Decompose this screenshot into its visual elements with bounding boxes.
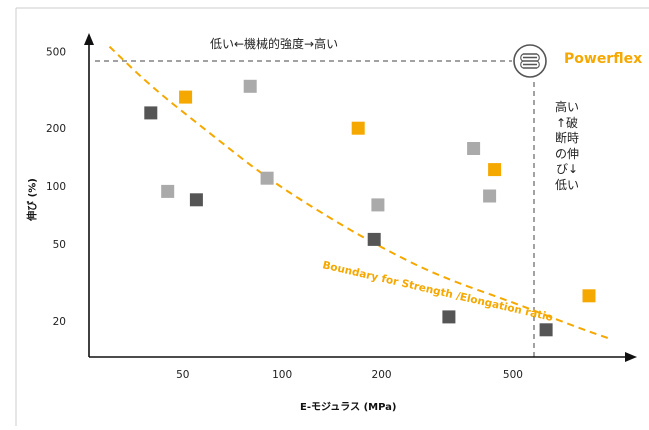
data-point	[351, 121, 365, 135]
data-point	[539, 323, 553, 337]
tick-labels: 50 100 200 500 20 50 100 200 500	[46, 46, 523, 381]
strength-annotation: 低い←機械的強度→高い	[210, 37, 339, 51]
x-tick-label: 50	[176, 369, 189, 381]
data-point	[467, 142, 481, 155]
data-point	[243, 79, 257, 93]
data-point	[189, 193, 203, 207]
y-axis-arrow	[84, 33, 94, 45]
x-axis-arrow	[625, 352, 637, 362]
y-tick-label: 200	[46, 123, 66, 135]
y-tick-label: 100	[46, 181, 66, 193]
coil-spring-icon	[513, 44, 547, 78]
data-point	[371, 198, 385, 212]
y-tick-label: 20	[53, 316, 66, 328]
data-points	[144, 79, 596, 337]
x-tick-label: 100	[272, 369, 292, 381]
data-point	[161, 184, 175, 198]
elongation-annotation: 高い↑破断時の伸び↓低い	[554, 100, 579, 192]
boundary-label: Boundary for Strength /Elongation ratio	[321, 259, 554, 324]
x-tick-label: 500	[503, 369, 523, 381]
data-point	[488, 163, 502, 177]
y-tick-label: 50	[53, 239, 66, 251]
data-point	[442, 310, 456, 324]
data-point	[179, 90, 193, 104]
data-point	[144, 106, 158, 120]
data-point	[260, 171, 274, 185]
brand-label: Powerflex	[564, 51, 643, 67]
x-tick-label: 200	[372, 369, 392, 381]
y-axis-title: 伸び (%)	[27, 178, 39, 221]
x-axis-title: E-モジュラス (MPa)	[300, 402, 397, 413]
data-point	[483, 189, 497, 203]
boundary-curve	[108, 45, 613, 341]
data-point	[582, 289, 596, 303]
y-tick-label: 500	[46, 46, 66, 58]
data-point	[367, 232, 381, 246]
